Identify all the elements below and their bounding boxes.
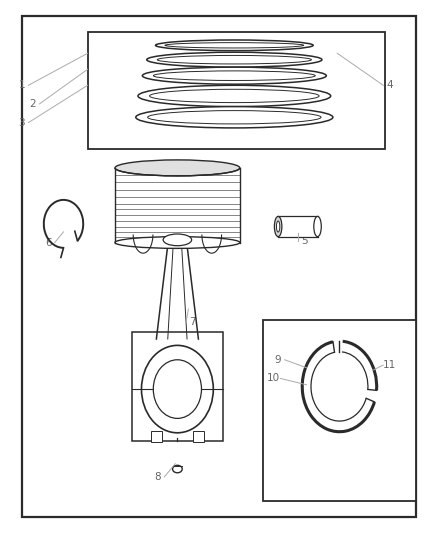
Bar	[115, 168, 240, 243]
Text: 5: 5	[301, 236, 308, 246]
Ellipse shape	[314, 216, 321, 237]
Ellipse shape	[173, 465, 182, 473]
Ellipse shape	[148, 110, 321, 124]
Bar	[88, 32, 385, 149]
Bar	[278, 216, 318, 237]
Ellipse shape	[136, 107, 333, 128]
Ellipse shape	[153, 71, 315, 80]
Bar	[263, 320, 416, 501]
Ellipse shape	[153, 360, 201, 418]
Text: 9: 9	[275, 355, 282, 365]
Ellipse shape	[115, 160, 240, 176]
Text: 10: 10	[267, 374, 280, 383]
Ellipse shape	[155, 40, 313, 51]
Ellipse shape	[276, 221, 280, 232]
Ellipse shape	[142, 67, 326, 84]
Text: 2: 2	[29, 99, 36, 109]
Ellipse shape	[163, 234, 192, 246]
Ellipse shape	[165, 43, 304, 48]
Ellipse shape	[138, 85, 331, 107]
Bar	[151, 431, 162, 442]
Text: 8: 8	[154, 472, 161, 482]
Text: 1: 1	[18, 80, 25, 90]
Text: 4: 4	[386, 80, 393, 90]
Bar	[193, 431, 204, 442]
Ellipse shape	[149, 89, 319, 102]
Text: 6: 6	[45, 238, 52, 247]
Text: 11: 11	[383, 360, 396, 370]
Bar	[131, 332, 223, 441]
Ellipse shape	[147, 52, 322, 67]
Text: 7: 7	[189, 318, 196, 327]
Ellipse shape	[115, 237, 240, 248]
Ellipse shape	[274, 216, 282, 237]
Text: 3: 3	[18, 118, 25, 127]
Ellipse shape	[157, 55, 311, 64]
Ellipse shape	[141, 345, 213, 433]
